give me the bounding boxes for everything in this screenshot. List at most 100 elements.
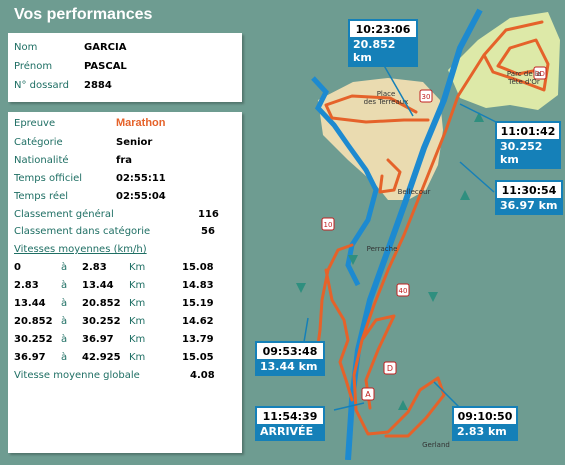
speed-to: 13.44 bbox=[82, 280, 114, 291]
checkpoint-distance: ARRIVÉE bbox=[257, 424, 323, 439]
marker-d-icon: D bbox=[383, 361, 397, 375]
a-label: à bbox=[61, 334, 68, 345]
nom-label: Nom bbox=[14, 42, 38, 53]
speed-value: 14.83 bbox=[182, 280, 214, 291]
prenom-value: PASCAL bbox=[84, 61, 127, 72]
checkpoint-distance: 20.852 km bbox=[350, 37, 416, 65]
km-markers: 30 3D 10 40 D A bbox=[321, 66, 547, 401]
nationalite-value: fra bbox=[116, 155, 133, 166]
speed-from: 13.44 bbox=[14, 298, 46, 309]
checkpoint-box: 09:53:48 13.44 km bbox=[255, 341, 325, 376]
temps-officiel-label: Temps officiel bbox=[14, 173, 83, 184]
epreuve-label: Epreuve bbox=[14, 118, 56, 129]
classement-general-label: Classement général bbox=[14, 209, 114, 220]
map-labels: Place des Terreaux Parc de la Tête d'Or … bbox=[364, 70, 541, 449]
checkpoint-box: 10:23:06 20.852 km bbox=[348, 19, 418, 67]
marker-10-icon: 10 bbox=[321, 217, 335, 231]
svg-text:30: 30 bbox=[422, 93, 431, 101]
vitesse-globale-value: 4.08 bbox=[190, 370, 215, 381]
km-label: Km bbox=[129, 262, 146, 273]
checkpoint-distance: 2.83 km bbox=[454, 424, 516, 439]
a-label: à bbox=[61, 280, 68, 291]
dossard-label: N° dossard bbox=[14, 80, 69, 91]
dossard-value: 2884 bbox=[84, 80, 112, 91]
arrow-icon bbox=[296, 283, 306, 293]
categorie-value: Senior bbox=[116, 137, 153, 148]
speed-from: 2.83 bbox=[14, 280, 39, 291]
svg-text:A: A bbox=[365, 390, 371, 399]
km-label: Km bbox=[129, 280, 146, 291]
place-label: Place bbox=[377, 90, 396, 98]
leader-lines bbox=[303, 61, 497, 411]
classement-categorie-value: 56 bbox=[201, 226, 215, 237]
a-label: à bbox=[61, 298, 68, 309]
perrache-label: Perrache bbox=[367, 245, 398, 253]
checkpoint-time: 09:53:48 bbox=[262, 345, 318, 358]
speed-to: 36.97 bbox=[82, 334, 114, 345]
a-label: à bbox=[61, 352, 68, 363]
arrow-icon bbox=[428, 292, 438, 302]
terreaux-label: des Terreaux bbox=[364, 98, 409, 106]
checkpoint-distance: 13.44 km bbox=[257, 359, 323, 374]
categorie-label: Catégorie bbox=[14, 137, 63, 148]
bellecour-label: Bellecour bbox=[398, 188, 431, 196]
speed-from: 0 bbox=[14, 262, 21, 273]
a-label: à bbox=[61, 262, 68, 273]
speed-from: 20.852 bbox=[14, 316, 53, 327]
speed-from: 36.97 bbox=[14, 352, 46, 363]
classement-general-value: 116 bbox=[198, 209, 219, 220]
course-map: 30 3D 10 40 D A P bbox=[248, 0, 565, 461]
identity-card: Nom GARCIA Prénom PASCAL N° dossard 2884 bbox=[8, 33, 242, 102]
arrow-icon bbox=[474, 112, 484, 122]
performance-card: Epreuve Marathon Catégorie Senior Nation… bbox=[8, 112, 242, 453]
speed-from: 30.252 bbox=[14, 334, 53, 345]
a-label: à bbox=[61, 316, 68, 327]
checkpoint-time: 11:30:54 bbox=[501, 184, 557, 197]
speed-to: 20.852 bbox=[82, 298, 121, 309]
speed-to: 30.252 bbox=[82, 316, 121, 327]
svg-text:3D: 3D bbox=[535, 70, 545, 78]
speed-value: 15.19 bbox=[182, 298, 214, 309]
km-label: Km bbox=[129, 316, 146, 327]
checkpoint-distance: 30.252 km bbox=[497, 139, 559, 167]
marker-40-icon: 40 bbox=[396, 283, 410, 297]
arrow-icon bbox=[398, 400, 408, 410]
page-title: Vos performances bbox=[14, 6, 153, 23]
checkpoint-box: 09:10:50 2.83 km bbox=[452, 406, 518, 441]
checkpoint-box: 11:30:54 36.97 km bbox=[495, 180, 563, 215]
map-svg: 30 3D 10 40 D A P bbox=[248, 0, 565, 461]
arrow-icon bbox=[348, 255, 358, 265]
marker-3d-icon: 3D bbox=[533, 66, 547, 80]
temps-officiel-value: 02:55:11 bbox=[116, 173, 166, 184]
svg-text:10: 10 bbox=[324, 221, 333, 229]
checkpoint-time: 10:23:06 bbox=[355, 23, 411, 36]
saone-river bbox=[311, 76, 379, 287]
km-label: Km bbox=[129, 352, 146, 363]
parc-label: Parc de la bbox=[507, 70, 541, 78]
prenom-label: Prénom bbox=[14, 61, 53, 72]
km-label: Km bbox=[129, 298, 146, 309]
speed-to: 2.83 bbox=[82, 262, 107, 273]
arrow-icon bbox=[460, 190, 470, 200]
temps-reel-label: Temps réel bbox=[14, 191, 69, 202]
temps-reel-value: 02:55:04 bbox=[116, 191, 166, 202]
speed-value: 13.79 bbox=[182, 334, 214, 345]
checkpoint-distance: 36.97 km bbox=[497, 198, 561, 213]
speed-value: 15.08 bbox=[182, 262, 214, 273]
checkpoint-time: 11:01:42 bbox=[500, 125, 556, 138]
checkpoint-time: 09:10:50 bbox=[457, 410, 513, 423]
direction-arrows bbox=[296, 112, 484, 410]
checkpoint-time: 11:54:39 bbox=[262, 410, 318, 423]
classement-categorie-label: Classement dans catégorie bbox=[14, 226, 151, 237]
nom-value: GARCIA bbox=[84, 42, 127, 53]
vitesses-title: Vitesses moyennes (km/h) bbox=[14, 244, 147, 255]
gerland-label: Gerland bbox=[422, 441, 450, 449]
marker-a-icon: A bbox=[361, 387, 375, 401]
svg-text:40: 40 bbox=[399, 287, 408, 295]
nationalite-label: Nationalité bbox=[14, 155, 69, 166]
svg-text:D: D bbox=[387, 364, 393, 373]
speed-to: 42.925 bbox=[82, 352, 121, 363]
checkpoint-box: 11:54:39 ARRIVÉE bbox=[255, 406, 325, 441]
km-label: Km bbox=[129, 334, 146, 345]
vitesse-globale-label: Vitesse moyenne globale bbox=[14, 370, 140, 381]
